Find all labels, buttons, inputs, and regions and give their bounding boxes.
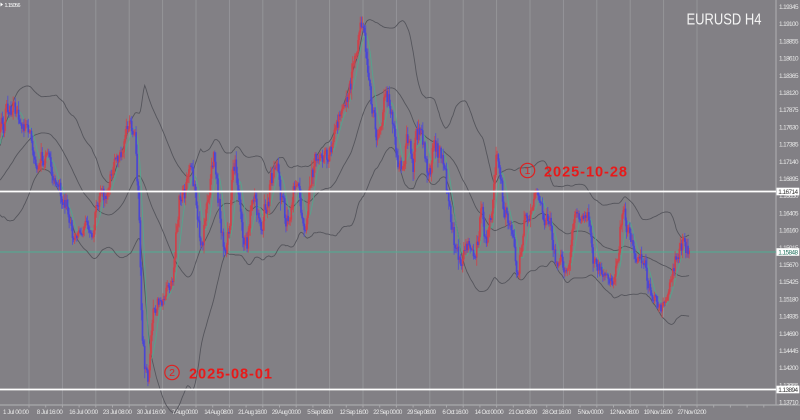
svg-text:1.18610: 1.18610 (779, 56, 799, 63)
svg-text:14 Oct 00:00: 14 Oct 00:00 (475, 409, 505, 416)
svg-text:1 Jul 00:00: 1 Jul 00:00 (3, 409, 30, 416)
svg-text:1.17385: 1.17385 (779, 142, 799, 149)
svg-text:1.14690: 1.14690 (779, 331, 799, 338)
svg-text:1.17630: 1.17630 (779, 124, 799, 131)
svg-text:1.16405: 1.16405 (779, 210, 799, 217)
svg-text:5 Nov 00:00: 5 Nov 00:00 (578, 409, 605, 416)
svg-text:1.15056: 1.15056 (5, 3, 21, 9)
svg-text:19 Nov 16:00: 19 Nov 16:00 (644, 409, 674, 416)
svg-text:29 Sep 08:00: 29 Sep 08:00 (407, 409, 437, 416)
svg-text:30 Jul 16:00: 30 Jul 16:00 (137, 409, 167, 416)
svg-text:12 Sep 16:00: 12 Sep 16:00 (340, 409, 370, 416)
svg-text:1.17875: 1.17875 (779, 107, 799, 114)
svg-text:2025-10-28: 2025-10-28 (544, 165, 627, 181)
svg-text:1.18120: 1.18120 (779, 90, 799, 97)
svg-text:2025-08-01: 2025-08-01 (189, 367, 272, 383)
svg-text:1.17140: 1.17140 (779, 159, 799, 166)
svg-text:1.16160: 1.16160 (779, 228, 799, 235)
svg-text:1.19345: 1.19345 (779, 4, 799, 11)
svg-text:1.13710: 1.13710 (779, 400, 799, 407)
svg-text:1.14935: 1.14935 (779, 314, 799, 321)
svg-text:21 Aug 16:00: 21 Aug 16:00 (238, 409, 268, 416)
svg-text:23 Jul 08:00: 23 Jul 08:00 (103, 409, 133, 416)
svg-text:16 Jul 00:00: 16 Jul 00:00 (69, 409, 99, 416)
svg-text:7 Aug 00:00: 7 Aug 00:00 (172, 409, 199, 416)
svg-text:28 Oct 16:00: 28 Oct 16:00 (542, 409, 572, 416)
svg-text:1.15848: 1.15848 (778, 249, 798, 256)
svg-text:1.14200: 1.14200 (779, 365, 799, 372)
svg-text:12 Nov 08:00: 12 Nov 08:00 (610, 409, 640, 416)
svg-text:8 Jul 16:00: 8 Jul 16:00 (37, 409, 64, 416)
svg-text:1.13894: 1.13894 (778, 387, 798, 394)
svg-text:5 Sep 08:00: 5 Sep 08:00 (307, 409, 334, 416)
svg-text:1.16895: 1.16895 (779, 176, 799, 183)
svg-text:1.16650: 1.16650 (779, 193, 799, 200)
svg-text:1.15180: 1.15180 (779, 296, 799, 303)
svg-text:1.18855: 1.18855 (779, 38, 799, 45)
svg-text:1: 1 (525, 165, 531, 177)
svg-text:27 Nov 02:00: 27 Nov 02:00 (678, 409, 708, 416)
svg-text:1.18365: 1.18365 (779, 73, 799, 80)
svg-text:14 Aug 08:00: 14 Aug 08:00 (204, 409, 234, 416)
svg-text:22 Sep 00:00: 22 Sep 00:00 (373, 409, 403, 416)
svg-text:1.15670: 1.15670 (779, 262, 799, 269)
svg-text:1.14445: 1.14445 (779, 348, 799, 355)
svg-text:1.15425: 1.15425 (779, 279, 799, 286)
svg-text:1.16714: 1.16714 (778, 189, 798, 196)
svg-text:EURUSD H4: EURUSD H4 (687, 11, 762, 28)
svg-text:21 Oct 08:00: 21 Oct 08:00 (509, 409, 539, 416)
svg-text:2: 2 (169, 367, 175, 379)
svg-text:29 Aug 00:00: 29 Aug 00:00 (272, 409, 302, 416)
svg-text:1.19100: 1.19100 (779, 21, 799, 28)
svg-text:6 Oct 16:00: 6 Oct 16:00 (442, 409, 469, 416)
